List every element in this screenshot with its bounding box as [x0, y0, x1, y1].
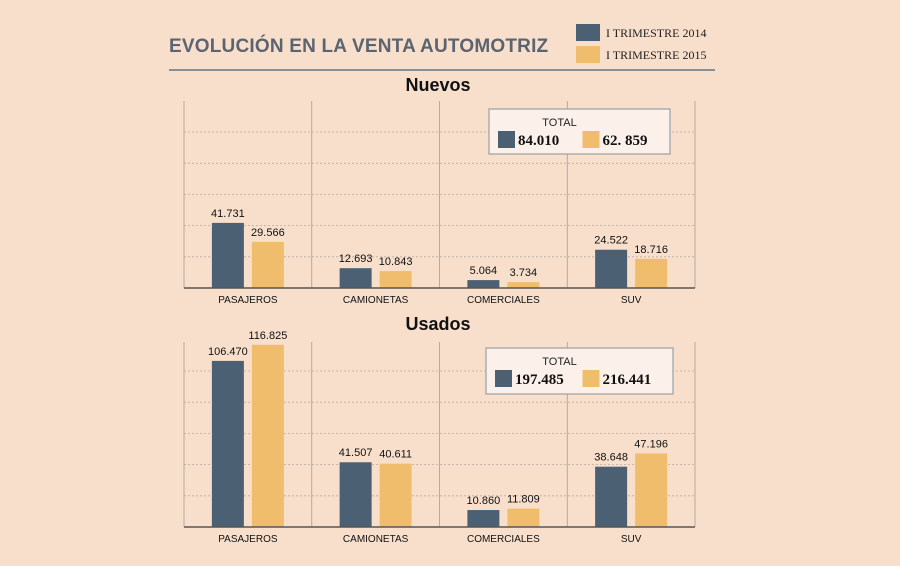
chart-usados-value-label: 40.611	[379, 449, 412, 461]
chart-nuevos-bar-suv-2014	[595, 249, 628, 288]
chart-usados-category-label: PASAJEROS	[218, 534, 278, 545]
chart-nuevos-value-label: 3.734	[510, 267, 538, 279]
chart-usados-category-label: CAMIONETAS	[343, 534, 409, 545]
chart-usados-category-label: COMERCIALES	[467, 534, 540, 545]
chart-nuevos-category-label: CAMIONETAS	[343, 295, 409, 306]
chart-nuevos-value-label: 12.693	[339, 253, 373, 265]
chart-nuevos-value-label: 41.731	[211, 208, 245, 220]
chart-usados-total-box	[485, 347, 674, 395]
chart-nuevos-value-label: 18.716	[634, 244, 668, 256]
chart-usados-bar-comerciales-2014	[467, 510, 500, 527]
chart-usados-bar-comerciales-2015	[507, 508, 540, 527]
chart-usados-value-label: 116.825	[248, 330, 287, 342]
chart-nuevos-bar-camionetas-2014	[339, 268, 372, 288]
chart-usados-bar-camionetas-2015	[379, 463, 412, 527]
legend-label-2015: I TRIMESTRE 2015	[606, 48, 707, 62]
chart-usados-value-label: 47.196	[634, 438, 668, 450]
legend-item-2015: I TRIMESTRE 2015	[576, 46, 776, 66]
chart-usados-value-label: 11.809	[507, 494, 540, 506]
legend-item-2014: I TRIMESTRE 2014	[576, 24, 776, 44]
chart-nuevos-value-label: 29.566	[251, 227, 285, 239]
chart-nuevos-bar-suv-2015	[635, 258, 668, 288]
chart-usados-value-label: 38.648	[594, 452, 628, 464]
chart-usados-total-swatch-2015	[582, 370, 600, 387]
chart-nuevos-value-label: 10.843	[379, 256, 413, 268]
chart-nuevos-title: Nuevos	[405, 75, 470, 95]
chart-usados-bar-pasajeros-2014	[211, 360, 244, 527]
legend-swatch-2015	[576, 46, 600, 63]
chart-nuevos-total-label: TOTAL	[542, 117, 576, 129]
title-divider	[169, 69, 715, 71]
legend-swatch-2014	[576, 24, 600, 41]
chart-nuevos-bar-pasajeros-2015	[251, 241, 284, 288]
chart-usados-total-value-2014: 197.485	[515, 372, 564, 388]
chart-usados-value-label: 106.470	[208, 346, 248, 358]
chart-usados-bar-pasajeros-2015	[251, 344, 284, 527]
chart-nuevos-value-label: 5.064	[470, 265, 498, 277]
chart-nuevos-value-label: 24.522	[594, 235, 628, 247]
chart-nuevos-total-swatch-2014	[498, 131, 515, 148]
chart-usados-total-value-2015: 216.441	[603, 372, 652, 388]
legend-label-2014: I TRIMESTRE 2014	[606, 26, 707, 40]
chart-usados-bar-camionetas-2014	[339, 462, 372, 527]
chart-nuevos-category-label: COMERCIALES	[467, 295, 540, 306]
chart-usados-title: Usados	[405, 314, 470, 334]
chart-nuevos-bar-camionetas-2015	[379, 271, 412, 288]
chart-nuevos-bar-comerciales-2014	[467, 280, 500, 288]
chart-nuevos-bar-pasajeros-2014	[211, 222, 244, 288]
chart-usados-bar-suv-2014	[595, 466, 628, 527]
chart-nuevos-bar-comerciales-2015	[507, 282, 540, 288]
chart-nuevos-total-value-2015: 62. 859	[603, 133, 648, 149]
chart-usados-category-label: SUV	[621, 534, 642, 545]
chart-usados-total-swatch-2014	[495, 370, 512, 387]
chart-usados-total-label: TOTAL	[542, 356, 576, 368]
chart-nuevos-total-value-2014: 84.010	[518, 133, 559, 149]
chart-title: EVOLUCIÓN EN LA VENTA AUTOMOTRIZ	[169, 36, 549, 57]
chart-nuevos-category-label: PASAJEROS	[218, 295, 278, 306]
chart-nuevos-category-label: SUV	[621, 295, 642, 306]
chart-usados-value-label: 41.507	[339, 447, 373, 459]
chart-nuevos-total-box	[488, 108, 671, 155]
chart-usados-value-label: 10.860	[467, 495, 501, 507]
chart-usados-bar-suv-2015	[635, 453, 668, 527]
chart-nuevos-total-swatch-2015	[582, 131, 600, 148]
